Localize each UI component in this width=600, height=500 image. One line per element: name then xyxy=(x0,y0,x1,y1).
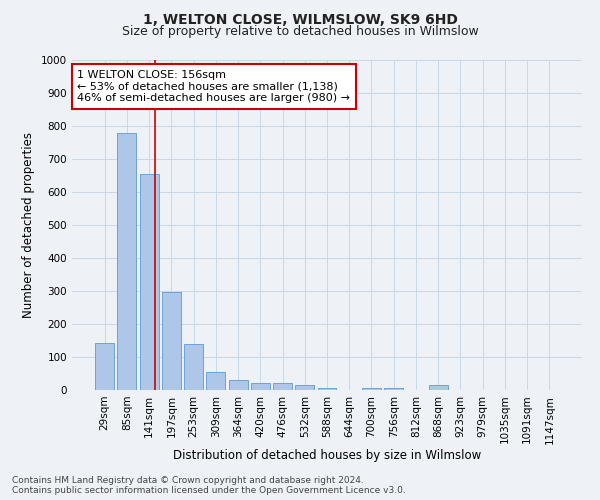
Bar xyxy=(251,383,270,390)
Text: Size of property relative to detached houses in Wilmslow: Size of property relative to detached ho… xyxy=(122,25,478,38)
Bar xyxy=(384,388,403,390)
Bar xyxy=(273,383,292,390)
Bar xyxy=(429,386,448,390)
Text: 1 WELTON CLOSE: 156sqm
← 53% of detached houses are smaller (1,138)
46% of semi-: 1 WELTON CLOSE: 156sqm ← 53% of detached… xyxy=(77,70,350,103)
Text: 1, WELTON CLOSE, WILMSLOW, SK9 6HD: 1, WELTON CLOSE, WILMSLOW, SK9 6HD xyxy=(143,12,457,26)
Bar xyxy=(95,343,114,390)
Bar xyxy=(118,133,136,390)
Bar xyxy=(140,174,158,390)
Y-axis label: Number of detached properties: Number of detached properties xyxy=(22,132,35,318)
Bar xyxy=(295,386,314,390)
Bar xyxy=(206,372,225,390)
X-axis label: Distribution of detached houses by size in Wilmslow: Distribution of detached houses by size … xyxy=(173,449,481,462)
Bar xyxy=(362,388,381,390)
Text: Contains HM Land Registry data © Crown copyright and database right 2024.
Contai: Contains HM Land Registry data © Crown c… xyxy=(12,476,406,495)
Bar xyxy=(317,388,337,390)
Bar xyxy=(184,344,203,390)
Bar xyxy=(162,292,181,390)
Bar xyxy=(229,380,248,390)
